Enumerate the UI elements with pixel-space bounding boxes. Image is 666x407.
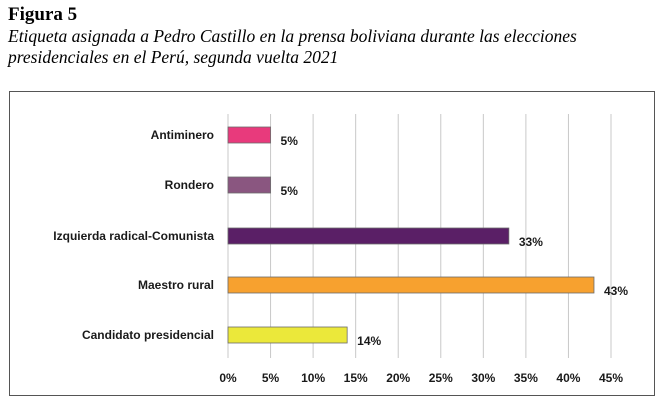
- figure-number: Figura 5: [8, 4, 78, 25]
- figure-heading: Figura 5 Etiqueta asignada a Pedro Casti…: [8, 4, 663, 68]
- value-label-1: 5%: [281, 184, 299, 198]
- x-tick-label-10: 10%: [301, 371, 325, 385]
- bar-2: [227, 227, 510, 245]
- bar-3: [227, 276, 595, 294]
- figure-caption: Etiqueta asignada a Pedro Castillo en la…: [8, 26, 577, 67]
- x-tick-label-0: 0%: [219, 371, 237, 385]
- x-tick-label-25: 25%: [429, 371, 453, 385]
- value-label-0: 5%: [281, 134, 299, 148]
- x-tick-label-5: 5%: [262, 371, 280, 385]
- x-tick-label-40: 40%: [556, 371, 580, 385]
- x-tick-label-15: 15%: [344, 371, 368, 385]
- bar-1: [227, 176, 271, 194]
- bar-0: [227, 126, 271, 144]
- category-label-2: Izquierda radical-Comunista: [53, 229, 214, 243]
- x-tick-label-45: 45%: [599, 371, 623, 385]
- x-tick-label-20: 20%: [386, 371, 410, 385]
- category-label-4: Candidato presidencial: [82, 328, 214, 342]
- value-label-4: 14%: [357, 334, 381, 348]
- chart-frame: 0% 5% 10% 15% 20% 25% 30% 35% 40% 45% Antiminero 5%…: [9, 91, 655, 396]
- bar-chart: 0% 5% 10% 15% 20% 25% 30% 35% 40% 45% Antiminero 5%…: [53, 114, 628, 385]
- x-tick-label-30: 30%: [471, 371, 495, 385]
- category-label-3: Maestro rural: [138, 278, 214, 292]
- value-label-3: 43%: [604, 284, 628, 298]
- category-label-0: Antiminero: [151, 128, 214, 142]
- value-label-2: 33%: [519, 235, 543, 249]
- x-tick-label-35: 35%: [514, 371, 538, 385]
- bar-4: [227, 326, 348, 344]
- category-label-1: Rondero: [165, 178, 214, 192]
